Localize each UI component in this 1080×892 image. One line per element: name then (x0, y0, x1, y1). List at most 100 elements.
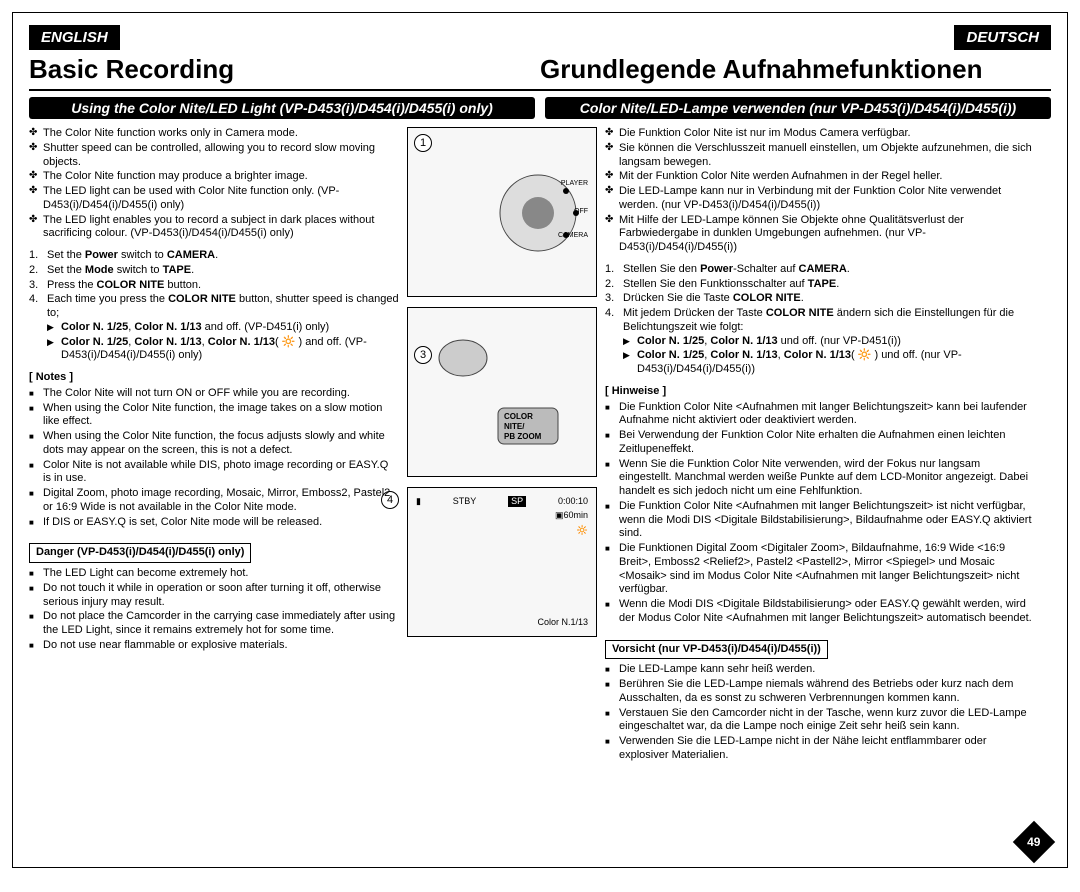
lcd-batt-icon: ▮ (416, 496, 421, 507)
switch-camera: CAMERA (558, 232, 588, 241)
diagram-power-switch: 1 PLAYER OFF CAMERA (407, 127, 597, 297)
switch-off: OFF (574, 208, 588, 217)
page-number: 49 (1027, 835, 1040, 849)
callout-1: 1 (414, 134, 432, 152)
step-text: Stellen Sie den Power-Schalter auf CAMER… (623, 263, 850, 275)
en-feature-bullets: The Color Nite function works only in Ca… (29, 127, 399, 241)
step-text: Each time you press the COLOR NITE butto… (47, 293, 399, 319)
column-diagrams: 1 PLAYER OFF CAMERA 3 COLOR (407, 127, 597, 771)
list-item: The LED Light can become extremely hot. (43, 567, 399, 581)
list-item: Mit der Funktion Color Nite werden Aufna… (619, 170, 1035, 184)
step-text: Drücken Sie die Taste COLOR NITE. (623, 292, 804, 304)
list-item: Color N. 1/25, Color N. 1/13 and off. (V… (61, 321, 399, 335)
list-item: When using the Color Nite function, the … (43, 402, 399, 430)
de-danger: Die LED-Lampe kann sehr heiß werden. Ber… (605, 663, 1035, 762)
lcd-light-icon: 🔆 (577, 525, 588, 536)
step-text: Mit jedem Drücken der Taste COLOR NITE ä… (623, 307, 1014, 333)
list-item: Die Funktion Color Nite <Aufnahmen mit l… (619, 401, 1035, 429)
list-item: Die Funktion Color Nite <Aufnahmen mit l… (619, 500, 1035, 541)
list-item: Wenn die Modi DIS <Digitale Bildstabilis… (619, 598, 1035, 626)
lcd-remain: 60min (563, 510, 588, 521)
notes-heading-en: [ Notes ] (29, 371, 399, 385)
power-switch-illustration (408, 128, 596, 296)
list-item: If DIS or EASY.Q is set, Color Nite mode… (43, 516, 399, 530)
list-item: The LED light can be used with Color Nit… (43, 185, 399, 213)
button-illustration (408, 308, 596, 476)
de-feature-bullets: Die Funktion Color Nite ist nur im Modus… (605, 127, 1035, 255)
en-danger: The LED Light can become extremely hot. … (29, 567, 399, 653)
list-item: Color Nite is not available while DIS, p… (43, 459, 399, 487)
manual-page: ENGLISH DEUTSCH Basic Recording Grundleg… (12, 12, 1068, 868)
callout-4: 4 (381, 491, 399, 509)
list-item: Die Funktionen Digital Zoom <Digitaler Z… (619, 542, 1035, 597)
diagram-colornite-button: 3 COLOR NITE/ PB ZOOM (407, 307, 597, 477)
lcd-stby: STBY (453, 496, 477, 507)
lcd-tape-icon: ▣ (555, 510, 564, 521)
en-steps: 1.Set the Power switch to CAMERA. 2.Set … (29, 249, 399, 363)
lcd-mode: Color N.1/13 (537, 617, 588, 628)
list-item: Color N. 1/25, Color N. 1/13, Color N. 1… (637, 349, 1035, 377)
btn-label-3: PB ZOOM (504, 432, 541, 442)
list-item: The Color Nite function may produce a br… (43, 170, 399, 184)
column-deutsch: Die Funktion Color Nite ist nur im Modus… (605, 127, 1035, 771)
subtitle-bar: Using the Color Nite/LED Light (VP-D453(… (29, 97, 1051, 119)
diagram4-wrapper: 4 ▮ STBY SP 0:00:10 ▣ 60min 🔆 (407, 487, 597, 637)
content-columns: The Color Nite function works only in Ca… (29, 127, 1051, 771)
list-item: Color N. 1/25, Color N. 1/13 und off. (n… (637, 335, 1035, 349)
list-item: Color N. 1/25, Color N. 1/13, Color N. 1… (61, 336, 399, 364)
btn-label-2: NITE/ (504, 422, 524, 432)
main-title-row: Basic Recording Grundlegende Aufnahmefun… (29, 50, 1051, 91)
step-text: Press the COLOR NITE button. (47, 279, 201, 291)
step4-options: Color N. 1/25, Color N. 1/13 und off. (n… (623, 335, 1035, 377)
step-2: 2.Set the Mode switch to TAPE. (47, 264, 399, 278)
page-number-badge: 49 (1013, 821, 1055, 863)
list-item: Digital Zoom, photo image recording, Mos… (43, 487, 399, 515)
en-notes: The Color Nite will not turn ON or OFF w… (29, 387, 399, 530)
list-item: Do not use near flammable or explosive m… (43, 639, 399, 653)
switch-player: PLAYER (561, 180, 588, 189)
lang-english: ENGLISH (29, 25, 120, 50)
column-english: The Color Nite function works only in Ca… (29, 127, 399, 771)
step-text: Stellen Sie den Funktionsschalter auf TA… (623, 278, 839, 290)
list-item: Die LED-Lampe kann sehr heiß werden. (619, 663, 1035, 677)
step-4: 4.Each time you press the COLOR NITE but… (47, 293, 399, 363)
list-item: Shutter speed can be controlled, allowin… (43, 142, 399, 170)
callout-3: 3 (414, 346, 432, 364)
step-3: 3.Press the COLOR NITE button. (47, 279, 399, 293)
de-notes: Die Funktion Color Nite <Aufnahmen mit l… (605, 401, 1035, 626)
lcd-sp: SP (508, 496, 526, 507)
title-en: Basic Recording (29, 54, 540, 85)
list-item: Sie können die Verschlusszeit manuell ei… (619, 142, 1035, 170)
lcd-time: 0:00:10 (558, 496, 588, 507)
list-item: Die LED-Lampe kann nur in Verbindung mit… (619, 185, 1035, 213)
step-3: 3.Drücken Sie die Taste COLOR NITE. (623, 292, 1035, 306)
danger-heading-de: Vorsicht (nur VP-D453(i)/D454(i)/D455(i)… (605, 640, 828, 660)
danger-heading-en: Danger (VP-D453(i)/D454(i)/D455(i) only) (29, 543, 251, 563)
step-text: Set the Power switch to CAMERA. (47, 249, 218, 261)
list-item: The Color Nite function works only in Ca… (43, 127, 399, 141)
subtitle-de: Color Nite/LED-Lampe verwenden (nur VP-D… (545, 97, 1051, 119)
diagram-lcd-screen: ▮ STBY SP 0:00:10 ▣ 60min 🔆 Color N.1/13 (407, 487, 597, 637)
step4-options: Color N. 1/25, Color N. 1/13 and off. (V… (47, 321, 399, 363)
list-item: Berühren Sie die LED-Lampe niemals währe… (619, 678, 1035, 706)
list-item: Wenn Sie die Funktion Color Nite verwend… (619, 458, 1035, 499)
list-item: Verstauen Sie den Camcorder nicht in der… (619, 707, 1035, 735)
step-1: 1.Stellen Sie den Power-Schalter auf CAM… (623, 263, 1035, 277)
step-4: 4.Mit jedem Drücken der Taste COLOR NITE… (623, 307, 1035, 377)
notes-heading-de: [ Hinweise ] (605, 385, 1035, 399)
de-steps: 1.Stellen Sie den Power-Schalter auf CAM… (605, 263, 1035, 377)
list-item: The LED light enables you to record a su… (43, 214, 399, 242)
list-item: Mit Hilfe der LED-Lampe können Sie Objek… (619, 214, 1035, 255)
list-item: Do not place the Camcorder in the carryi… (43, 610, 399, 638)
list-item: Do not touch it while in operation or so… (43, 582, 399, 610)
btn-label-1: COLOR (504, 412, 533, 422)
title-de: Grundlegende Aufnahmefunktionen (540, 54, 1051, 85)
step-1: 1.Set the Power switch to CAMERA. (47, 249, 399, 263)
list-item: Verwenden Sie die LED-Lampe nicht in der… (619, 735, 1035, 763)
list-item: The Color Nite will not turn ON or OFF w… (43, 387, 399, 401)
subtitle-en: Using the Color Nite/LED Light (VP-D453(… (29, 97, 535, 119)
step-text: Set the Mode switch to TAPE. (47, 264, 194, 276)
step-2: 2.Stellen Sie den Funktionsschalter auf … (623, 278, 1035, 292)
language-tabs: ENGLISH DEUTSCH (29, 25, 1051, 50)
lang-deutsch: DEUTSCH (954, 25, 1051, 50)
